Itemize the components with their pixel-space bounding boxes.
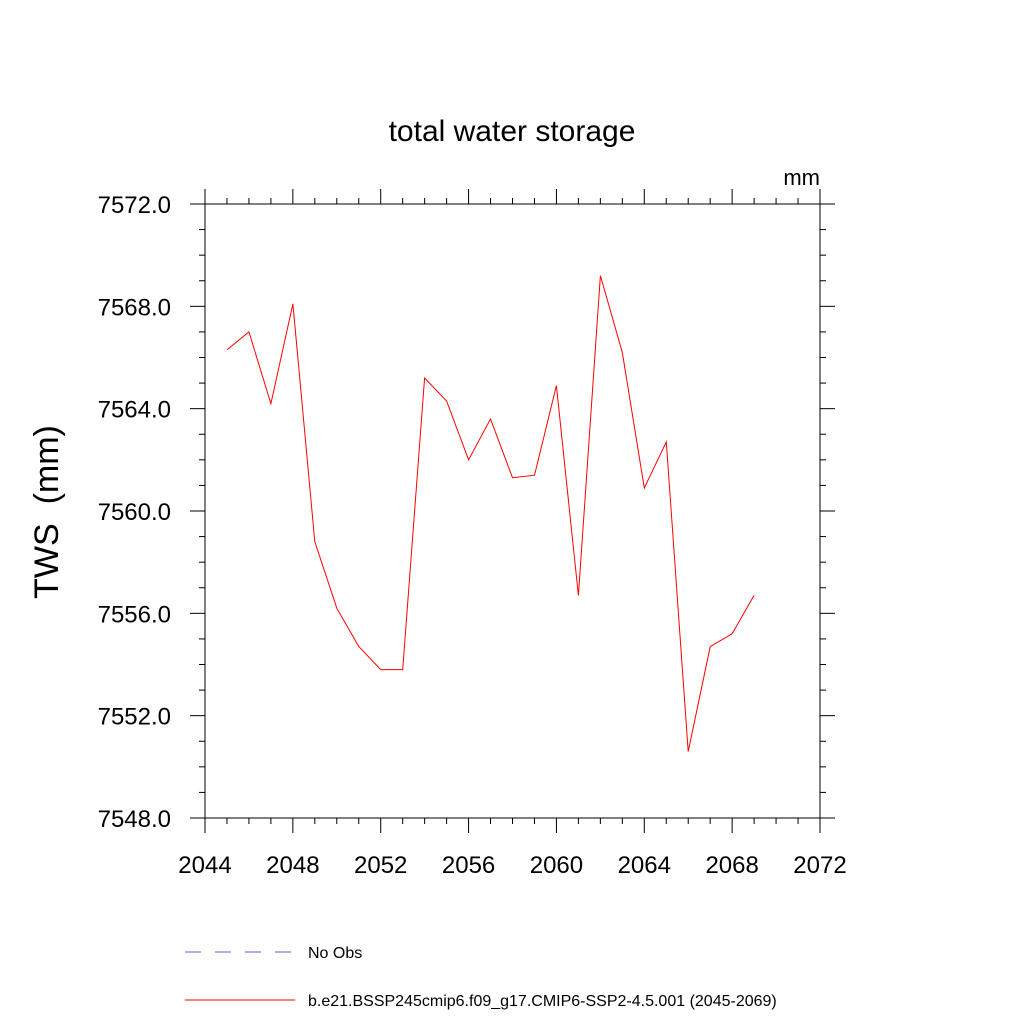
y-axis-label: TWS (mm) bbox=[28, 425, 66, 599]
legend-label-model: b.e21.BSSP245cmip6.f09_g17.CMIP6-SSP2-4.… bbox=[308, 993, 777, 1010]
y-tick-label: 7572.0 bbox=[98, 192, 171, 219]
y-tick-label: 7552.0 bbox=[98, 704, 171, 731]
plot-frame bbox=[204, 203, 821, 819]
y-tick-label: 7568.0 bbox=[98, 294, 171, 321]
series-line bbox=[226, 275, 755, 752]
x-tick-label: 2044 bbox=[178, 852, 231, 879]
x-tick-label: 2068 bbox=[705, 852, 758, 879]
legend-label-no-obs: No Obs bbox=[308, 945, 362, 962]
x-tick-label: 2056 bbox=[442, 852, 495, 879]
x-tick-label: 2072 bbox=[793, 852, 846, 879]
y-tick-label: 7548.0 bbox=[98, 806, 171, 833]
chart-title: total water storage bbox=[389, 115, 636, 148]
units-label: mm bbox=[783, 165, 820, 190]
y-tick-label: 7556.0 bbox=[98, 601, 171, 628]
x-tick-label: 2060 bbox=[530, 852, 583, 879]
y-tick-label: 7560.0 bbox=[98, 499, 171, 526]
x-tick-label: 2064 bbox=[618, 852, 671, 879]
x-tick-label: 2052 bbox=[354, 852, 407, 879]
y-tick-label: 7564.0 bbox=[98, 397, 171, 424]
x-tick-label: 2048 bbox=[266, 852, 319, 879]
